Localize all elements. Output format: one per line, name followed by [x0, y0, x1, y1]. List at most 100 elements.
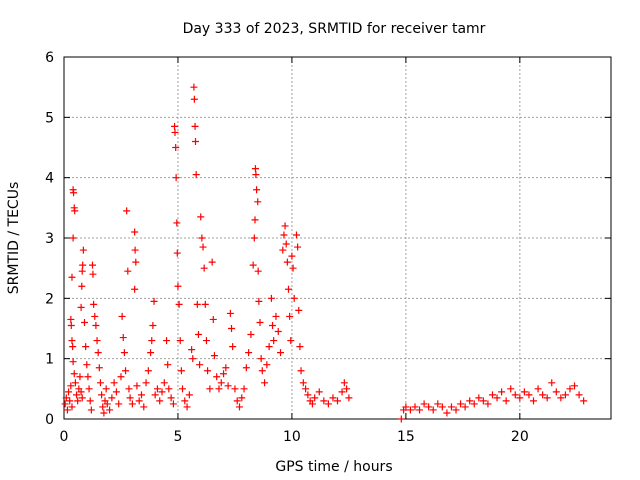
data-point [118, 312, 126, 320]
data-point [217, 379, 225, 387]
y-tick-label: 1 [45, 352, 54, 368]
data-point [511, 391, 519, 399]
data-point [92, 321, 100, 329]
data-point [132, 258, 140, 266]
data-point [228, 325, 236, 332]
data-point [257, 355, 265, 363]
data-point [329, 394, 337, 402]
data-point [261, 379, 269, 387]
data-point [566, 385, 574, 393]
data-point [102, 385, 110, 393]
data-point [443, 409, 451, 417]
x-tick-label: 5 [173, 429, 182, 445]
x-tick-label: 20 [511, 429, 529, 445]
data-point [220, 370, 228, 378]
data-point [534, 385, 542, 393]
data-point [213, 373, 221, 381]
data-point [543, 394, 551, 402]
data-point [160, 379, 168, 387]
data-point [253, 186, 261, 194]
data-point [90, 300, 98, 308]
data-point [163, 337, 171, 345]
data-point [484, 400, 492, 408]
data-point [96, 379, 104, 387]
data-point [100, 409, 108, 417]
data-point [488, 391, 496, 399]
data-point [173, 249, 181, 257]
data-point [548, 379, 556, 387]
data-point [91, 312, 99, 320]
data-point [167, 394, 175, 402]
data-point [175, 300, 183, 308]
data-point [65, 388, 73, 396]
data-point [334, 397, 341, 405]
data-point [69, 358, 77, 366]
data-point [571, 382, 579, 390]
data-point [68, 273, 76, 281]
data-point [78, 282, 86, 290]
data-point [88, 261, 96, 269]
data-point [251, 216, 259, 224]
data-point [140, 403, 148, 411]
data-point [194, 331, 202, 339]
data-point [245, 349, 253, 357]
y-tick-label: 5 [45, 110, 54, 126]
data-point [150, 297, 158, 305]
data-point [438, 403, 446, 411]
data-point [580, 397, 588, 405]
data-point [189, 355, 197, 363]
data-point [249, 261, 257, 269]
data-point [281, 222, 289, 230]
data-point [254, 267, 262, 275]
data-point [263, 361, 271, 369]
data-point [112, 388, 120, 396]
data-point [87, 406, 95, 414]
data-point [110, 379, 118, 387]
data-point [199, 243, 207, 251]
data-point [202, 337, 210, 345]
data-point [103, 400, 111, 408]
data-point [198, 234, 206, 242]
data-point [289, 264, 297, 272]
data-point [78, 394, 86, 402]
data-point [153, 385, 161, 393]
data-point [174, 282, 182, 290]
data-point [498, 388, 506, 396]
data-point [126, 394, 134, 402]
data-point [290, 294, 298, 302]
data-point [215, 385, 223, 393]
data-point [258, 367, 266, 375]
data-point [61, 400, 69, 408]
axes: 0 1 2 3 4 5 6 0 5 10 15 20 [45, 50, 612, 445]
data-points [61, 83, 588, 423]
x-tick-label: 10 [283, 429, 301, 445]
data-point [67, 382, 75, 390]
data-point [210, 352, 218, 360]
data-point [185, 391, 193, 399]
data-point [294, 243, 302, 251]
data-point [206, 385, 214, 393]
data-point [470, 400, 478, 408]
data-point [179, 385, 187, 393]
data-point [79, 246, 87, 254]
data-point [280, 231, 288, 239]
data-point [238, 394, 246, 402]
data-point [475, 394, 483, 402]
data-point [226, 309, 234, 317]
data-point [434, 400, 442, 408]
data-point [208, 258, 216, 266]
data-point [98, 391, 106, 399]
data-point [165, 385, 173, 393]
x-tick-label: 0 [60, 429, 69, 445]
x-axis-label: GPS time / hours [275, 459, 392, 475]
data-point [69, 343, 77, 351]
data-point [282, 240, 290, 248]
y-tick-label: 0 [45, 412, 54, 428]
data-point [192, 171, 200, 179]
data-point [181, 397, 189, 405]
data-point [320, 397, 328, 405]
data-point [125, 385, 133, 393]
data-point [84, 373, 92, 381]
data-point [158, 388, 166, 396]
